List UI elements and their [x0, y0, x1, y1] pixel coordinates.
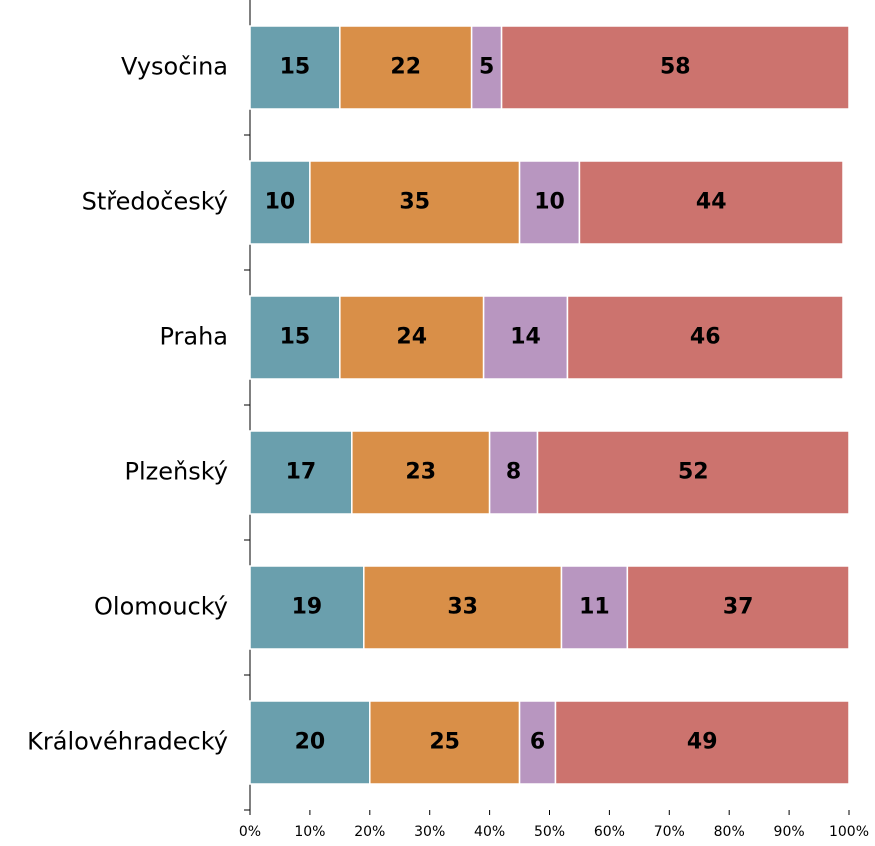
- value-label: 19: [292, 595, 323, 620]
- bar-segment: [249, 700, 371, 785]
- value-label: 5: [479, 55, 494, 80]
- value-label: 58: [660, 55, 691, 80]
- x-tick-label: 80%: [714, 824, 745, 840]
- x-tick-label: 60%: [594, 824, 625, 840]
- x-tick-label: 10%: [294, 824, 325, 840]
- value-label: 23: [405, 460, 436, 485]
- x-tick-label: 30%: [414, 824, 445, 840]
- value-label: 52: [678, 460, 709, 485]
- value-label: 10: [534, 190, 565, 215]
- bar-segment: [249, 430, 353, 515]
- bar-segment: [566, 295, 844, 380]
- value-label: 46: [690, 325, 721, 350]
- bar-segment: [369, 700, 521, 785]
- category-label: Středočeský: [82, 188, 228, 216]
- value-label: 20: [295, 730, 326, 755]
- value-label: 44: [696, 190, 727, 215]
- bar-segment: [309, 160, 521, 245]
- value-label: 37: [723, 595, 754, 620]
- category-label: Praha: [159, 323, 228, 351]
- x-tick-label: 20%: [354, 824, 385, 840]
- category-label: Plzeňský: [125, 458, 228, 486]
- value-label: 22: [390, 55, 421, 80]
- value-label: 14: [510, 325, 541, 350]
- bar-segment: [626, 565, 850, 650]
- value-label: 15: [280, 55, 311, 80]
- category-label: Vysočina: [121, 53, 228, 81]
- bar-segment: [518, 700, 557, 785]
- value-label: 17: [286, 460, 317, 485]
- bar-segment: [351, 430, 491, 515]
- value-label: 10: [265, 190, 296, 215]
- bar-segment: [339, 295, 485, 380]
- value-label: 11: [579, 595, 610, 620]
- value-label: 6: [530, 730, 545, 755]
- value-label: 15: [280, 325, 311, 350]
- bar-segment: [578, 160, 844, 245]
- value-label: 33: [447, 595, 478, 620]
- value-label: 49: [687, 730, 718, 755]
- bar-segment: [536, 430, 850, 515]
- value-label: 8: [506, 460, 521, 485]
- value-label: 24: [396, 325, 427, 350]
- x-tick-label: 40%: [474, 824, 505, 840]
- x-tick-label: 0%: [239, 824, 261, 840]
- value-label: 25: [429, 730, 460, 755]
- category-label: Olomoucký: [94, 593, 228, 621]
- value-label: 35: [399, 190, 430, 215]
- bar-segment: [500, 25, 850, 110]
- bar-segment: [554, 700, 850, 785]
- x-tick-label: 70%: [654, 824, 685, 840]
- bar-segment: [560, 565, 629, 650]
- bar-segment: [249, 565, 365, 650]
- x-tick-label: 90%: [774, 824, 805, 840]
- category-label: Královéhradecký: [27, 728, 228, 756]
- bar-segment: [488, 430, 539, 515]
- bar-segment: [339, 25, 473, 110]
- x-tick-label: 50%: [534, 824, 565, 840]
- bar-segment: [363, 565, 563, 650]
- x-tick-label: 100%: [829, 824, 869, 840]
